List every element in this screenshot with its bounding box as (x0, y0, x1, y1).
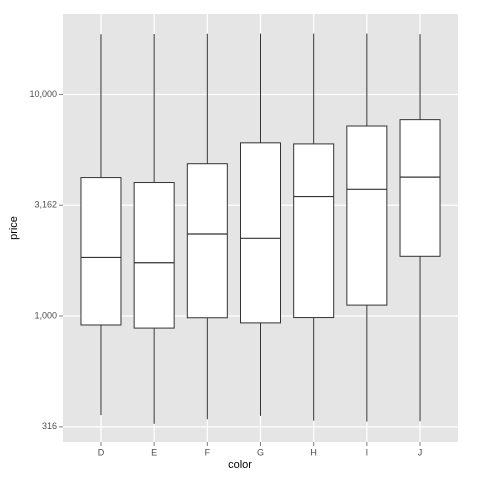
box (133, 182, 175, 329)
x-axis-title: color (228, 459, 252, 471)
y-tick-label: 316 (42, 421, 57, 431)
x-tick-label: H (310, 447, 317, 457)
x-tick-label: I (366, 447, 369, 457)
x-tick-label: F (205, 447, 211, 457)
box (399, 119, 441, 257)
box (80, 177, 122, 326)
x-tick-label: D (98, 447, 105, 457)
x-tick-label: J (418, 447, 423, 457)
y-axis-title: price (8, 216, 20, 240)
box (346, 125, 388, 306)
y-tick-label: 1,000 (34, 310, 57, 320)
x-tick-label: E (151, 447, 157, 457)
box (293, 143, 335, 319)
y-tick-label: 10,000 (29, 89, 57, 99)
y-tick-label: 3,162 (34, 200, 57, 210)
box (240, 142, 281, 324)
box (186, 163, 228, 319)
x-tick-label: G (257, 447, 264, 457)
